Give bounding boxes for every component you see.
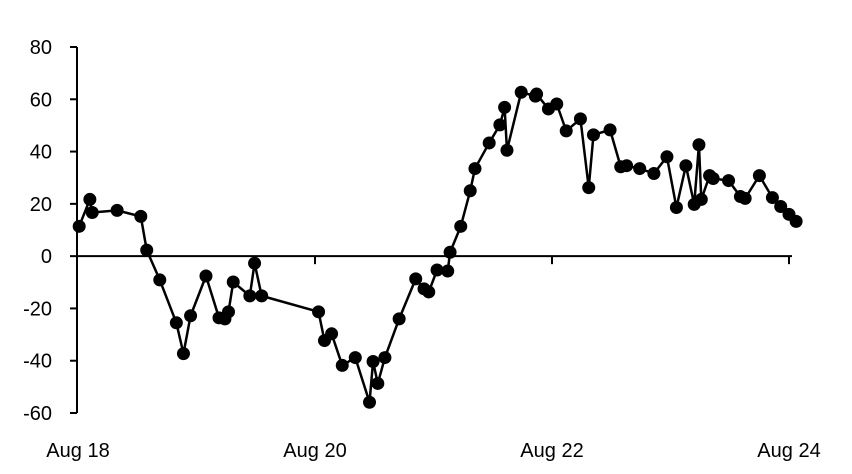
data-point	[454, 219, 468, 233]
y-tick-label: 80	[30, 37, 52, 59]
data-point	[348, 351, 362, 365]
data-point	[498, 100, 512, 114]
y-tick-label: -40	[23, 351, 52, 373]
data-point	[72, 219, 86, 233]
data-point	[221, 305, 235, 319]
x-tick-label: Aug 22	[520, 440, 583, 462]
data-point	[312, 305, 326, 319]
data-point	[184, 309, 198, 323]
data-point	[620, 159, 634, 173]
data-point	[463, 184, 477, 198]
data-point	[633, 162, 647, 176]
data-point	[226, 275, 240, 289]
data-point	[83, 192, 97, 206]
data-point	[752, 169, 766, 183]
data-point	[669, 201, 683, 215]
data-point	[169, 316, 183, 330]
data-point	[765, 191, 779, 205]
data-point	[409, 272, 423, 286]
data-point	[335, 358, 349, 372]
data-point	[573, 112, 587, 126]
data-point	[199, 269, 213, 283]
data-point	[493, 118, 507, 132]
axes: -60 -40 -20 0 20 40 60 80 Aug 18 Aug 20 Aug 22 Aug …	[23, 37, 821, 462]
data-point	[392, 312, 406, 326]
data-point	[722, 174, 736, 188]
data-point	[550, 97, 564, 111]
data-point	[582, 181, 596, 195]
data-point	[430, 263, 444, 277]
data-point	[586, 128, 600, 142]
data-point	[243, 289, 257, 303]
data-point	[110, 203, 124, 217]
data-point	[514, 85, 528, 99]
data-point	[603, 123, 617, 137]
data-point	[559, 124, 573, 138]
data-point	[706, 171, 720, 185]
data-point	[647, 167, 661, 181]
data-point	[134, 209, 148, 223]
data-point	[692, 138, 706, 152]
data-point	[738, 191, 752, 205]
data-point	[176, 347, 190, 361]
data-point	[378, 351, 392, 365]
data-point	[85, 205, 99, 219]
y-tick-label: -20	[23, 298, 52, 320]
y-tick-label: 60	[30, 89, 52, 111]
data-point	[500, 143, 514, 157]
data-point	[482, 136, 496, 150]
data-point	[774, 199, 788, 213]
data-point	[441, 264, 455, 278]
data-point	[694, 192, 708, 206]
data-point	[140, 243, 154, 257]
data-point	[366, 354, 380, 368]
data-point	[248, 256, 262, 270]
data-point	[679, 159, 693, 173]
data-point	[325, 327, 339, 341]
data-point	[660, 150, 674, 164]
data-point	[153, 273, 167, 287]
y-tick-label: 0	[41, 246, 52, 268]
x-tick-label: Aug 24	[757, 440, 820, 462]
data-point	[255, 289, 269, 303]
data-point	[371, 376, 385, 390]
data-point	[422, 285, 436, 299]
y-tick-label: 40	[30, 142, 52, 164]
series-marks	[72, 85, 803, 409]
data-point	[443, 245, 457, 259]
x-tick-label: Aug 20	[283, 440, 346, 462]
y-tick-label: 20	[30, 194, 52, 216]
data-point	[530, 87, 544, 101]
y-tick-label: -60	[23, 403, 52, 425]
x-tick-label: Aug 18	[46, 440, 109, 462]
data-point	[363, 395, 377, 409]
data-point	[468, 162, 482, 176]
data-point	[789, 214, 803, 228]
